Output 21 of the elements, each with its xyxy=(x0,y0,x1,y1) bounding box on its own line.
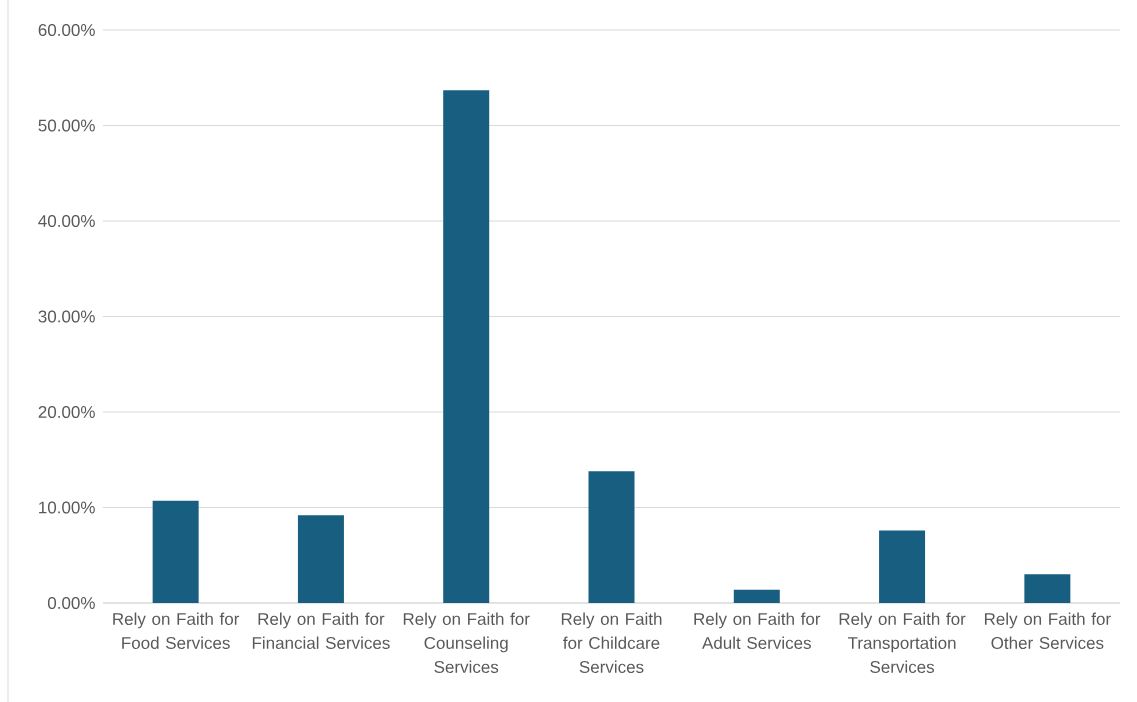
x-tick-label: Rely on Faith for Other Services xyxy=(984,612,1111,650)
bar xyxy=(1024,574,1071,603)
x-tick-label: Rely on Faith for Transportation Services xyxy=(839,612,966,674)
bar xyxy=(443,90,490,603)
y-tick-label: 60.00% xyxy=(38,23,95,37)
y-tick-label: 10.00% xyxy=(39,501,95,514)
y-tick-label: 20.00% xyxy=(38,405,95,419)
x-tick-label: Rely on Faith for Adult Services xyxy=(694,612,821,650)
bar xyxy=(879,530,926,603)
x-tick-label: Rely on Faith for Food Services xyxy=(113,612,240,650)
y-tick-label: 50.00% xyxy=(38,119,95,132)
y-tick-label: 0.00% xyxy=(47,596,95,610)
y-tick-label: 40.00% xyxy=(38,214,95,228)
x-tick-label: Rely on Faith for Counseling Services xyxy=(403,612,530,674)
bar xyxy=(588,471,635,603)
bar xyxy=(297,515,344,603)
bar xyxy=(152,500,199,603)
bar xyxy=(733,589,780,603)
y-tick-label: 30.00% xyxy=(38,310,95,323)
x-tick-label: Rely on Faith for Financial Services xyxy=(252,612,390,650)
x-tick-label: Rely on Faith for Childcare Services xyxy=(561,612,662,674)
